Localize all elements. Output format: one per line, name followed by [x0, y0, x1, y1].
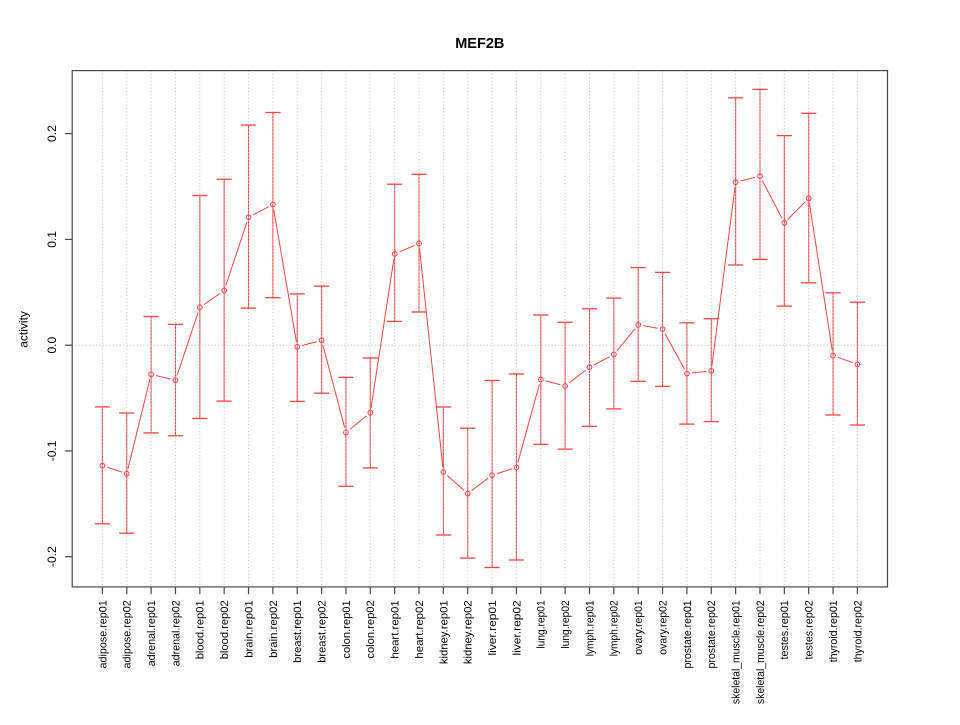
svg-text:breast.rep02: breast.rep02 — [317, 600, 329, 663]
svg-text:thyroid.rep02: thyroid.rep02 — [852, 600, 864, 662]
svg-text:adrenal.rep02: adrenal.rep02 — [170, 600, 182, 666]
svg-text:MEF2B: MEF2B — [455, 36, 504, 52]
svg-text:prostate.rep02: prostate.rep02 — [706, 600, 718, 668]
svg-text:blood.rep01: blood.rep01 — [195, 600, 207, 659]
svg-text:lymph.rep02: lymph.rep02 — [609, 600, 621, 656]
svg-text:adrenal.rep01: adrenal.rep01 — [146, 600, 158, 666]
svg-text:prostate.rep01: prostate.rep01 — [682, 600, 694, 668]
svg-text:ovary.rep01: ovary.rep01 — [633, 600, 645, 654]
svg-text:skeletal_muscle.rep01: skeletal_muscle.rep01 — [731, 600, 743, 704]
svg-text:colon.rep01: colon.rep01 — [341, 600, 353, 658]
svg-text:liver.rep01: liver.rep01 — [487, 600, 499, 655]
svg-text:kidney.rep02: kidney.rep02 — [463, 600, 475, 664]
svg-text:testes.rep02: testes.rep02 — [804, 600, 816, 659]
svg-text:lung.rep01: lung.rep01 — [536, 600, 548, 648]
svg-text:skeletal_muscle.rep02: skeletal_muscle.rep02 — [755, 600, 767, 704]
svg-text:colon.rep02: colon.rep02 — [365, 600, 377, 658]
svg-text:0.1: 0.1 — [45, 231, 59, 248]
svg-text:breast.rep01: breast.rep01 — [292, 600, 304, 663]
svg-text:blood.rep02: blood.rep02 — [219, 600, 231, 659]
svg-text:kidney.rep01: kidney.rep01 — [438, 600, 450, 664]
svg-text:adipose.rep01: adipose.rep01 — [97, 600, 109, 668]
svg-text:activity: activity — [17, 311, 31, 348]
svg-text:brain.rep02: brain.rep02 — [268, 600, 280, 658]
svg-text:brain.rep01: brain.rep01 — [243, 600, 255, 658]
svg-text:thyroid.rep01: thyroid.rep01 — [828, 600, 840, 662]
svg-text:-0.2: -0.2 — [45, 546, 59, 567]
svg-text:lymph.rep01: lymph.rep01 — [584, 600, 596, 656]
svg-text:0.0: 0.0 — [45, 337, 59, 354]
svg-text:ovary.rep02: ovary.rep02 — [657, 600, 669, 654]
svg-text:-0.1: -0.1 — [45, 440, 59, 461]
svg-text:adipose.rep02: adipose.rep02 — [122, 600, 134, 668]
svg-text:lung.rep02: lung.rep02 — [560, 600, 572, 648]
svg-text:heart.rep02: heart.rep02 — [414, 600, 426, 658]
svg-text:heart.rep01: heart.rep01 — [390, 600, 402, 658]
svg-text:liver.rep02: liver.rep02 — [511, 600, 523, 655]
svg-text:0.2: 0.2 — [45, 125, 59, 142]
svg-text:testes.rep01: testes.rep01 — [779, 600, 791, 659]
